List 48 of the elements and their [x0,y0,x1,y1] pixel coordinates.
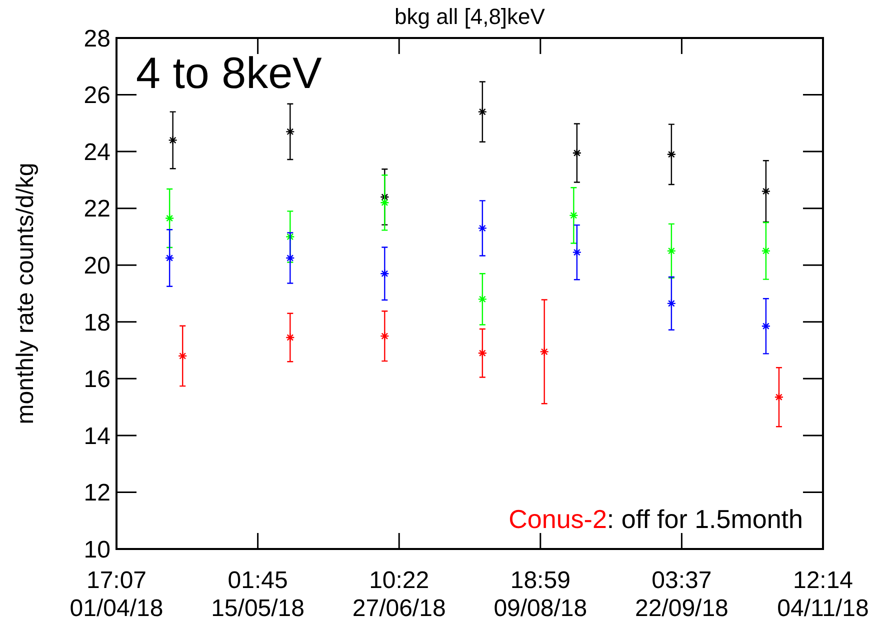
point [572,248,582,257]
point [761,322,771,331]
y-tick-label: 16 [84,366,110,394]
x-tick-label: 18:59 09/08/18 [494,567,588,622]
point [569,210,578,220]
point [380,198,390,208]
y-tick-label: 24 [84,138,110,166]
point [286,332,295,342]
point [164,253,174,263]
y-tick-label: 28 [84,25,110,52]
chart-title: bkg all [4,8]keV [394,4,546,29]
point [478,294,488,304]
y-tick-label: 10 [84,536,110,564]
point [286,127,295,136]
x-tick-label: 10:22 27/06/18 [352,567,446,622]
point [478,107,488,116]
y-tick-label: 18 [84,309,110,336]
point [286,232,295,242]
x-tick-label: 12:14 04/11/18 [777,567,869,622]
point [286,253,295,263]
y-tick-label: 26 [84,82,110,110]
point [478,224,488,233]
y-tick-label: 12 [84,480,110,507]
annotation: : off for 1.5month [606,504,803,534]
point [774,392,784,402]
point [380,331,390,341]
point [761,186,771,196]
point [666,150,676,159]
annotation: 4 to 8keV [136,49,323,98]
y-tick-label: 22 [84,196,110,223]
x-tick-label: 03:37 22/09/18 [634,567,728,622]
point [164,214,174,223]
point [572,148,582,158]
point [380,192,390,202]
point [168,136,178,145]
point [178,351,188,361]
y-axis-title: monthly rate counts/d/kg [12,162,39,424]
point [540,347,549,356]
x-tick-label: 01:45 15/05/18 [211,567,305,622]
y-tick-label: 14 [84,422,110,450]
point [666,298,676,308]
annotation: Conus-2 [508,504,607,534]
x-tick-label: 17:07 01/04/18 [70,567,164,622]
point [761,246,771,256]
point [478,348,488,358]
y-tick-label: 20 [84,252,110,280]
point [666,246,676,256]
point [380,269,390,278]
